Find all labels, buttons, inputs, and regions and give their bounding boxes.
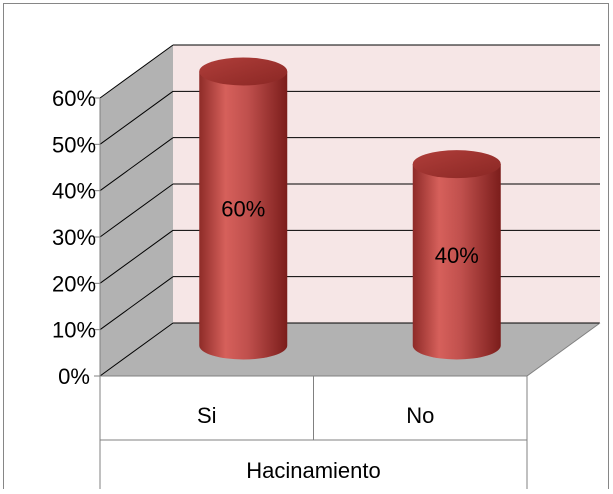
category-group-label: Hacinamiento bbox=[246, 458, 381, 483]
y-tick-label: 30% bbox=[52, 225, 96, 250]
category-label: No bbox=[406, 403, 434, 428]
gridline-side bbox=[99, 183, 174, 238]
gridline-side bbox=[99, 229, 174, 284]
y-tick-label: 50% bbox=[52, 132, 96, 157]
y-tick-label: 40% bbox=[52, 179, 96, 204]
bar-si bbox=[199, 57, 288, 360]
gridline-side bbox=[99, 90, 174, 145]
gridline-side bbox=[99, 137, 174, 192]
bar-body bbox=[199, 71, 288, 360]
floor-edge-line bbox=[526, 322, 601, 377]
data-label: 60% bbox=[221, 197, 265, 222]
bar-body bbox=[412, 164, 501, 360]
gridline-side bbox=[99, 44, 174, 99]
bar-top bbox=[412, 150, 501, 179]
y-tick-label: 10% bbox=[52, 318, 96, 343]
bar-top bbox=[199, 57, 288, 86]
category-label: Si bbox=[197, 403, 217, 428]
y-tick-label: 60% bbox=[52, 86, 96, 111]
gridline-side bbox=[99, 322, 174, 377]
floor bbox=[100, 323, 600, 376]
y-tick-label: 20% bbox=[52, 271, 96, 296]
bars bbox=[199, 57, 501, 360]
y-tick-label: 0% bbox=[58, 364, 90, 389]
gridline-side bbox=[99, 276, 174, 331]
axes bbox=[94, 97, 601, 489]
bar-no bbox=[412, 150, 501, 360]
labels: 0% 10% 20% 30% 40% 50% 60% Si No Hacinamiento 60% 4… bbox=[52, 86, 479, 483]
data-label: 40% bbox=[435, 243, 479, 268]
